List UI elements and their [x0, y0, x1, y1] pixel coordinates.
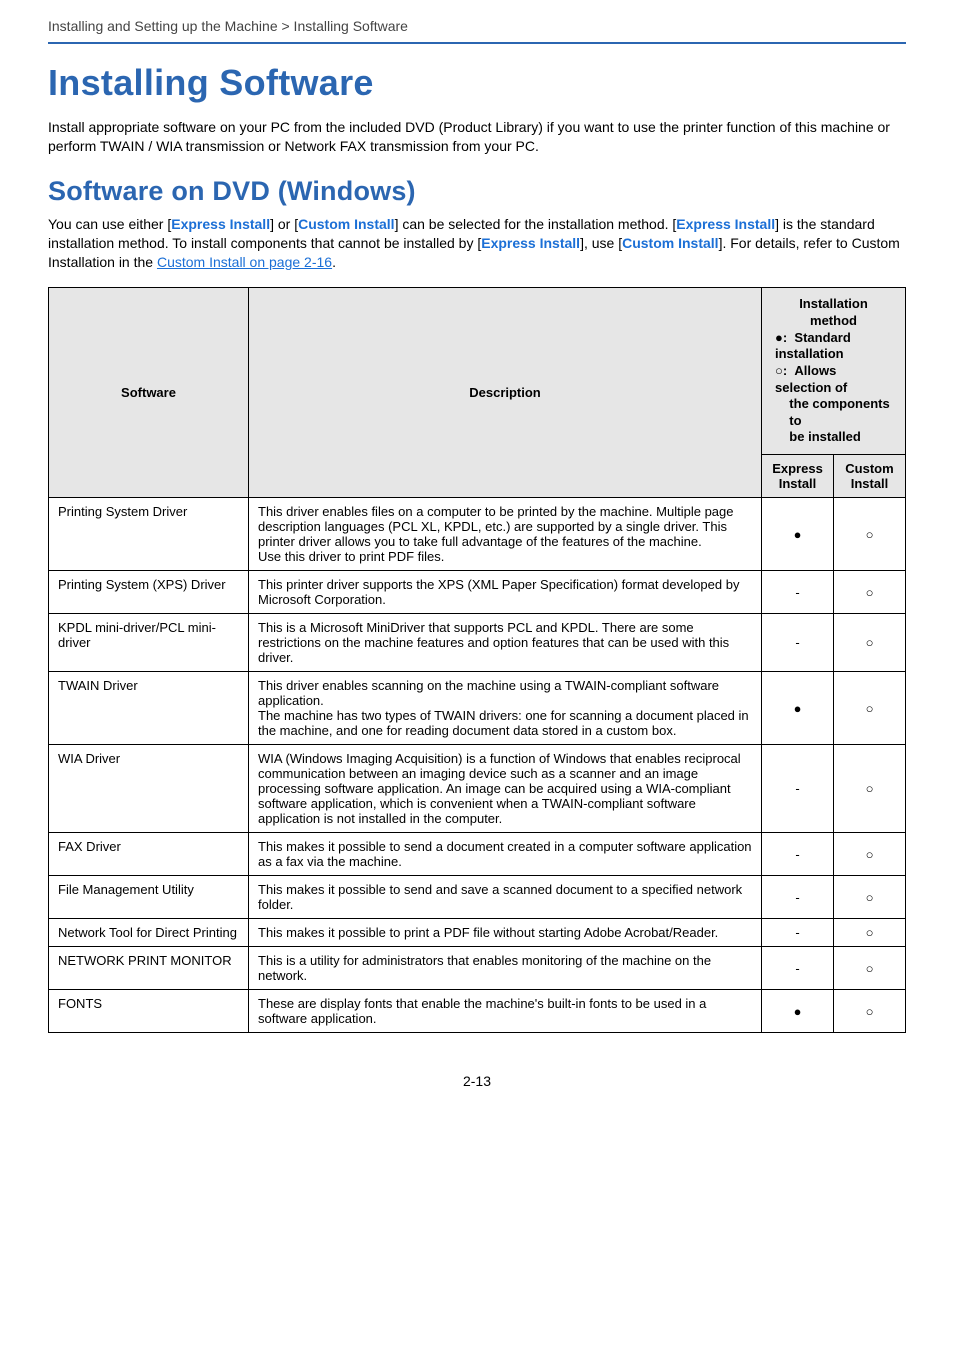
solid-dot-icon [775, 330, 783, 345]
cell-software: TWAIN Driver [49, 672, 249, 745]
text-fragment: . [332, 254, 336, 270]
cell-custom: ○ [834, 614, 906, 672]
table-row: Printing System Driver This driver enabl… [49, 498, 906, 571]
cell-express: ● [762, 672, 834, 745]
table-row: NETWORK PRINT MONITOR This is a utility … [49, 947, 906, 990]
text-fragment: ] can be selected for the installation m… [395, 216, 677, 232]
table-row: FAX Driver This makes it possible to sen… [49, 833, 906, 876]
cell-custom: ○ [834, 876, 906, 919]
cell-software: KPDL mini-driver/PCL mini-driver [49, 614, 249, 672]
cell-description: These are display fonts that enable the … [249, 990, 762, 1033]
cell-express: ● [762, 498, 834, 571]
legend-selection: be installed [789, 429, 861, 444]
cell-custom: ○ [834, 745, 906, 833]
cell-custom: ○ [834, 571, 906, 614]
cell-express: - [762, 876, 834, 919]
cell-software: Network Tool for Direct Printing [49, 919, 249, 947]
page-number: 2-13 [48, 1073, 906, 1089]
table-row: Printing System (XPS) Driver This printe… [49, 571, 906, 614]
cell-custom: ○ [834, 498, 906, 571]
express-install-label: Express Install [676, 216, 775, 232]
cell-description: This makes it possible to send a documen… [249, 833, 762, 876]
text-fragment: ], use [ [580, 235, 622, 251]
table-row: Network Tool for Direct Printing This ma… [49, 919, 906, 947]
col-header-software: Software [49, 288, 249, 498]
table-row: File Management Utility This makes it po… [49, 876, 906, 919]
cell-description: This printer driver supports the XPS (XM… [249, 571, 762, 614]
cell-software: FAX Driver [49, 833, 249, 876]
cell-software: Printing System (XPS) Driver [49, 571, 249, 614]
cell-description: This driver enables scanning on the mach… [249, 672, 762, 745]
table-header-row: Software Description Installation method… [49, 288, 906, 455]
cell-custom: ○ [834, 672, 906, 745]
cell-express: - [762, 745, 834, 833]
header-divider [48, 42, 906, 44]
col-header-custom: Custom Install [834, 455, 906, 498]
custom-install-label: Custom Install [622, 235, 718, 251]
express-install-label: Express Install [481, 235, 580, 251]
cell-description: This is a Microsoft MiniDriver that supp… [249, 614, 762, 672]
text-fragment: You can use either [ [48, 216, 171, 232]
text-fragment: ] or [ [270, 216, 298, 232]
cell-software: NETWORK PRINT MONITOR [49, 947, 249, 990]
cell-express: - [762, 947, 834, 990]
section-title: Software on DVD (Windows) [48, 176, 906, 207]
col-header-install-method: Installation method : Standard installat… [762, 288, 906, 455]
cell-software: FONTS [49, 990, 249, 1033]
cell-express: - [762, 833, 834, 876]
table-row: FONTS These are display fonts that enabl… [49, 990, 906, 1033]
table-row: TWAIN Driver This driver enables scannin… [49, 672, 906, 745]
express-install-label: Express Install [171, 216, 270, 232]
section-intro: You can use either [Express Install] or … [48, 215, 906, 272]
cell-description: WIA (Windows Imaging Acquisition) is a f… [249, 745, 762, 833]
cell-description: This makes it possible to send and save … [249, 876, 762, 919]
cell-express: - [762, 614, 834, 672]
cell-custom: ○ [834, 990, 906, 1033]
page-title: Installing Software [48, 62, 906, 104]
col-header-description: Description [249, 288, 762, 498]
software-table: Software Description Installation method… [48, 287, 906, 1033]
intro-paragraph: Install appropriate software on your PC … [48, 118, 906, 156]
cell-custom: ○ [834, 919, 906, 947]
cell-description: This makes it possible to print a PDF fi… [249, 919, 762, 947]
custom-install-link[interactable]: Custom Install on page 2-16 [157, 254, 332, 270]
cell-express: - [762, 571, 834, 614]
install-method-title: Installation method [775, 296, 892, 329]
cell-express: ● [762, 990, 834, 1033]
cell-software: File Management Utility [49, 876, 249, 919]
cell-software: WIA Driver [49, 745, 249, 833]
custom-install-label: Custom Install [298, 216, 394, 232]
cell-description: This is a utility for administrators tha… [249, 947, 762, 990]
table-body: Printing System Driver This driver enabl… [49, 498, 906, 1033]
table-row: WIA Driver WIA (Windows Imaging Acquisit… [49, 745, 906, 833]
col-header-express: Express Install [762, 455, 834, 498]
cell-custom: ○ [834, 947, 906, 990]
breadcrumb: Installing and Setting up the Machine > … [48, 0, 906, 42]
table-row: KPDL mini-driver/PCL mini-driver This is… [49, 614, 906, 672]
cell-software: Printing System Driver [49, 498, 249, 571]
open-dot-icon [775, 363, 783, 378]
legend-selection: the components to [789, 396, 889, 428]
cell-description: This driver enables files on a computer … [249, 498, 762, 571]
cell-custom: ○ [834, 833, 906, 876]
cell-express: - [762, 919, 834, 947]
